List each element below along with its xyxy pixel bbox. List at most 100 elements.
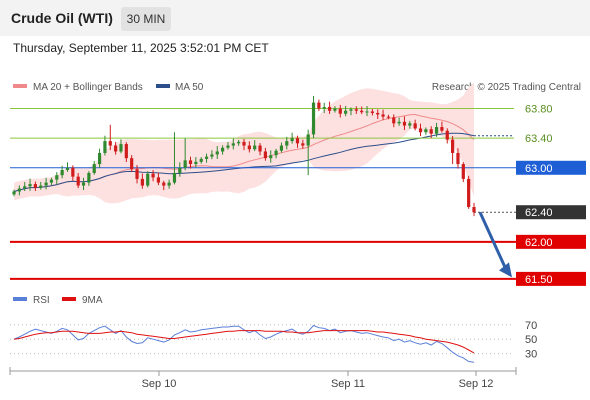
candle-body [354,109,358,111]
candle [306,129,310,176]
candle [402,116,407,131]
candle [418,123,423,137]
projection-arrow-head [499,262,512,278]
candle-body [386,116,391,118]
candle [33,181,37,191]
rsi-tick-50: 50 [525,334,537,346]
candle-body [194,161,198,165]
rsi-ma-swatch [62,297,76,301]
candle-body [461,164,465,179]
candle [258,143,262,156]
candle-body [360,110,364,113]
candle [472,202,476,217]
candle [295,135,300,148]
x-tick-label: Sep 11 [331,378,365,390]
candle-body [151,173,155,178]
candle [60,165,64,179]
rsi-ma-line [13,330,475,354]
candle-body [237,141,241,144]
candle [333,106,337,113]
timeframe-badge[interactable]: 30 MIN [121,7,171,31]
candle [92,161,96,175]
candle [434,122,439,137]
rsi-tick-70: 70 [525,320,537,332]
ma20-legend-label: MA 20 + Bollinger Bands [33,82,143,93]
candle-body [440,127,444,131]
candle-body [130,158,134,170]
candle [429,126,433,139]
candle-body [402,121,407,126]
support-label-62.00: 62.00 [525,237,553,249]
candle [172,132,177,185]
candle-body [445,130,449,140]
chart-datetime: Thursday, September 11, 2025 3:52:01 PM … [13,41,269,55]
candle [461,162,465,183]
candle [445,128,449,144]
candle-body [55,175,59,180]
candle [370,109,374,116]
candle [456,148,460,169]
candle-body [392,117,396,124]
candle [467,175,471,209]
candle [44,177,48,190]
candle [247,141,251,153]
candle [97,148,102,168]
candle [178,162,182,177]
candle-body [322,107,326,109]
candle [354,106,358,114]
candle [210,150,214,160]
rsi-panel: 70 50 30 [10,320,537,363]
candle [39,181,43,190]
candle-body [408,123,412,126]
candle [424,127,428,135]
candle-body [311,102,316,135]
ma50-swatch [156,84,170,88]
candle [12,189,16,197]
candle [188,156,193,169]
candle-body [87,172,91,183]
candle [322,102,326,114]
resistance-label-63.40: 63.40 [525,133,553,145]
candle-body [226,145,230,148]
candle-body [344,110,348,114]
candle-body [376,112,380,115]
candle-body [285,141,289,146]
candle-body [210,154,214,157]
x-tick-label: Sep 12 [459,378,494,390]
candle-body [418,128,423,133]
candle [167,179,171,189]
candle [119,139,123,154]
candle-body [317,102,321,109]
candle-body [114,145,118,152]
candle [215,146,219,159]
candle-body [221,147,225,152]
candle-body [301,143,305,146]
candle [23,182,27,192]
candle-body [381,114,385,117]
candle [279,142,284,153]
candle-body [92,164,96,173]
candle-body [39,185,43,188]
projection-arrow [478,211,512,278]
candle-body [295,138,300,144]
candle [392,114,396,128]
candle-body [231,143,235,146]
candle [237,140,241,146]
candle [274,148,278,159]
candle-body [263,151,267,159]
candle-body [279,145,284,151]
candle [130,155,134,172]
pivot-label-63.00: 63.00 [525,163,553,175]
candle [413,119,417,131]
candle-body [274,150,278,156]
candle-body [135,169,139,179]
candle [349,107,353,116]
candle [327,101,332,114]
candle [124,142,128,162]
candle [151,170,155,182]
candle-body [397,121,401,124]
candle-body [365,111,369,113]
candle [108,124,112,151]
candle-body [204,156,209,159]
